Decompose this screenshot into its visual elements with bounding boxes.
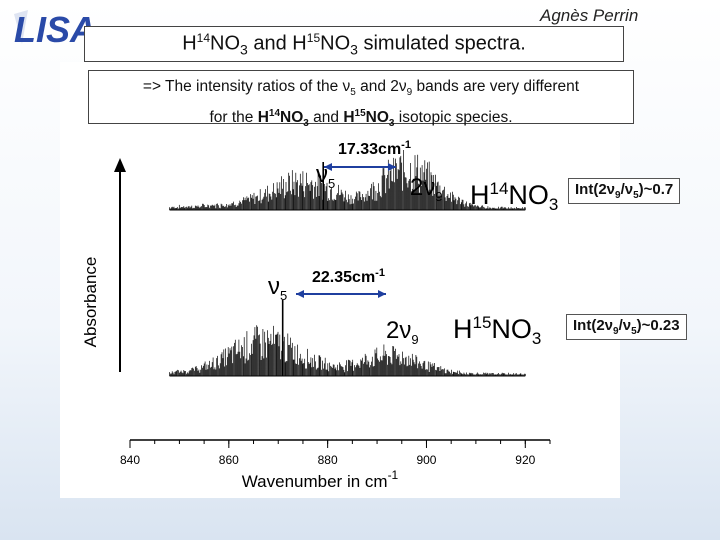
spectrum-lines	[169, 150, 526, 210]
lower-band-2v9: 2ν9	[386, 317, 419, 347]
x-tick-label-900: 900	[416, 453, 436, 467]
note-line-2: for the H14NO3 and H15NO3 isotopic speci…	[209, 108, 513, 130]
x-tick-label-840: 840	[120, 453, 140, 467]
spectrum-h14no3	[169, 150, 526, 211]
upper-species-label: H14NO3	[470, 179, 558, 214]
lower-arrow-right-head	[378, 290, 386, 298]
upper-band-2v9: 2ν9	[410, 174, 443, 204]
title-part-6: NO	[320, 32, 351, 55]
x-tick-label-860: 860	[219, 453, 239, 467]
author-name: Agnès Perrin	[540, 6, 639, 25]
x-axis-label-exp: -1	[388, 468, 399, 482]
logo-text: LISA	[14, 9, 96, 50]
x-axis-label: Wavenumber in cm-1	[242, 468, 399, 491]
lower-species-label: H15NO3	[453, 313, 541, 348]
lower-separation-label: 22.35cm-1	[312, 267, 385, 286]
upper-separation-label: 17.33cm-1	[338, 139, 411, 158]
x-tick-label-920: 920	[515, 453, 535, 467]
upper-band-v5: ν5	[316, 161, 335, 191]
lisa-logo: LISA	[14, 9, 96, 50]
slide-title: H14NO3 and H15NO3 simulated spectra.	[84, 26, 624, 62]
x-axis-ticks: 840 860 880 900 920	[120, 440, 551, 467]
x-axis-label-main: Wavenumber in cm	[242, 472, 388, 491]
title-part-3: 3	[240, 41, 248, 58]
y-axis-arrowhead	[114, 158, 126, 172]
note-box: => The intensity ratios of the ν5 and 2ν…	[88, 70, 634, 129]
spectra-chart: Absorbance 840 860 880 900 920 Wavenumber in…	[81, 139, 558, 491]
upper-arrow-right-head	[388, 163, 396, 171]
upper-arrow-left-head	[324, 163, 332, 171]
spectrum-panel: Absorbance 840 860 880 900 920 Wavenumber in…	[60, 62, 620, 498]
title-text: H14NO3 and H15NO3 simulated spectra.	[182, 31, 526, 58]
lower-ratio-box: Int(2ν9/ν5)~0.23	[566, 314, 687, 340]
note-line-1: => The intensity ratios of the ν5 and 2ν…	[142, 78, 580, 99]
title-part-2: NO	[210, 32, 241, 55]
lower-arrow-left-head	[296, 290, 304, 298]
lower-band-v5: ν5	[268, 273, 287, 303]
title-part-7: 3	[350, 41, 358, 58]
spectrum-lines	[169, 325, 526, 376]
y-axis-label: Absorbance	[81, 257, 100, 348]
upper-ratio-box: Int(2ν9/ν5)~0.7	[568, 178, 681, 204]
title-part-5: 15	[306, 30, 321, 45]
title-part-4: and H	[247, 32, 307, 55]
title-part-1: 14	[196, 30, 211, 45]
spectrum-h15no3	[169, 300, 526, 377]
title-part-0: H	[182, 32, 197, 55]
x-tick-label-880: 880	[318, 453, 338, 467]
title-part-8: simulated spectra.	[357, 32, 526, 55]
